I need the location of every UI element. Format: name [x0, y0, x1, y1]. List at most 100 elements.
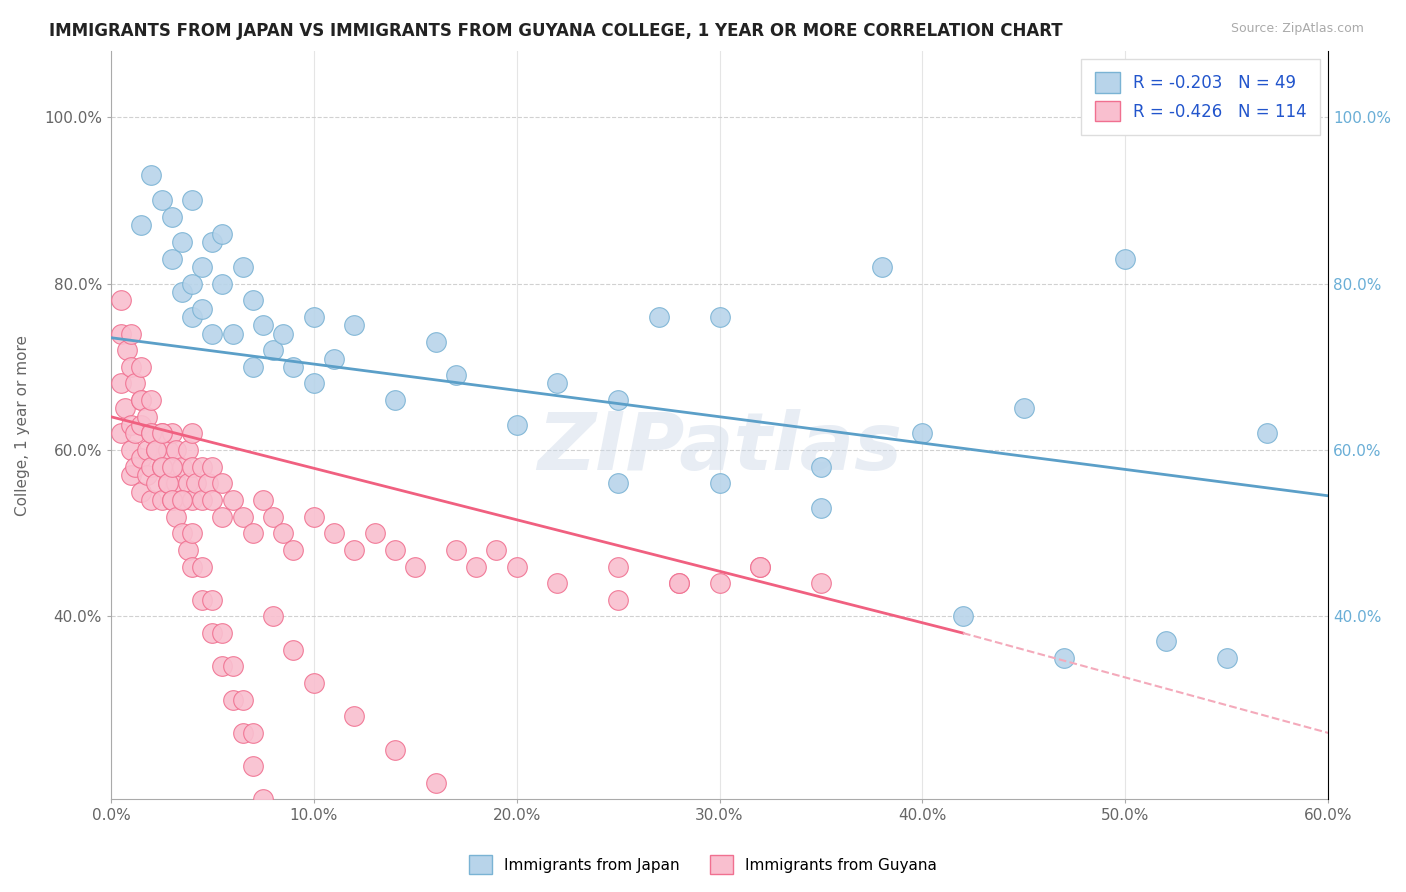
- Y-axis label: College, 1 year or more: College, 1 year or more: [15, 334, 30, 516]
- Point: [242, 726, 264, 740]
- Point: [110, 326, 132, 341]
- Point: [546, 576, 568, 591]
- Point: [120, 467, 142, 482]
- Point: [242, 759, 264, 773]
- Point: [160, 459, 183, 474]
- Point: [181, 277, 204, 291]
- Point: [110, 376, 132, 391]
- Point: [184, 476, 207, 491]
- Point: [211, 277, 233, 291]
- Point: [221, 692, 243, 706]
- Point: [810, 459, 832, 474]
- Point: [160, 492, 183, 507]
- Point: [1012, 401, 1035, 416]
- Point: [156, 476, 179, 491]
- Point: [221, 326, 243, 341]
- Point: [262, 343, 284, 358]
- Point: [262, 609, 284, 624]
- Point: [252, 492, 274, 507]
- Point: [221, 659, 243, 673]
- Point: [170, 526, 193, 541]
- Text: ZIPatlas: ZIPatlas: [537, 409, 903, 486]
- Point: [211, 659, 233, 673]
- Point: [709, 576, 731, 591]
- Point: [1154, 634, 1177, 648]
- Point: [160, 252, 183, 266]
- Point: [197, 476, 219, 491]
- Point: [302, 676, 325, 690]
- Point: [160, 492, 183, 507]
- Point: [201, 592, 224, 607]
- Point: [709, 310, 731, 324]
- Point: [165, 443, 187, 458]
- Point: [749, 559, 772, 574]
- Point: [232, 726, 254, 740]
- Point: [120, 326, 142, 341]
- Point: [952, 609, 974, 624]
- Point: [141, 426, 163, 441]
- Point: [177, 542, 200, 557]
- Point: [607, 592, 630, 607]
- Point: [252, 318, 274, 333]
- Point: [211, 227, 233, 241]
- Point: [131, 219, 153, 233]
- Point: [191, 492, 214, 507]
- Point: [145, 443, 167, 458]
- Point: [425, 334, 447, 349]
- Point: [141, 426, 163, 441]
- Point: [120, 443, 142, 458]
- Point: [181, 310, 204, 324]
- Point: [221, 492, 243, 507]
- Point: [124, 376, 146, 391]
- Point: [232, 692, 254, 706]
- Point: [110, 426, 132, 441]
- Point: [177, 443, 200, 458]
- Point: [211, 509, 233, 524]
- Point: [136, 409, 159, 424]
- Point: [425, 776, 447, 790]
- Point: [136, 443, 159, 458]
- Point: [124, 426, 146, 441]
- Point: [181, 459, 204, 474]
- Point: [120, 359, 142, 374]
- Point: [668, 576, 690, 591]
- Point: [302, 376, 325, 391]
- Point: [232, 509, 254, 524]
- Point: [191, 260, 214, 274]
- Point: [505, 418, 527, 433]
- Point: [505, 842, 527, 856]
- Point: [131, 359, 153, 374]
- Point: [141, 169, 163, 183]
- Point: [160, 426, 183, 441]
- Point: [273, 326, 295, 341]
- Point: [150, 426, 173, 441]
- Point: [1053, 651, 1076, 665]
- Point: [145, 443, 167, 458]
- Point: [191, 459, 214, 474]
- Point: [150, 194, 173, 208]
- Point: [124, 459, 146, 474]
- Point: [191, 559, 214, 574]
- Point: [114, 401, 136, 416]
- Point: [749, 559, 772, 574]
- Point: [911, 426, 934, 441]
- Point: [283, 359, 305, 374]
- Point: [131, 451, 153, 466]
- Point: [181, 426, 204, 441]
- Point: [145, 476, 167, 491]
- Point: [465, 809, 488, 823]
- Point: [404, 559, 426, 574]
- Text: IMMIGRANTS FROM JAPAN VS IMMIGRANTS FROM GUYANA COLLEGE, 1 YEAR OR MORE CORRELAT: IMMIGRANTS FROM JAPAN VS IMMIGRANTS FROM…: [49, 22, 1063, 40]
- Point: [170, 492, 193, 507]
- Point: [160, 210, 183, 224]
- Point: [384, 393, 406, 408]
- Point: [384, 742, 406, 756]
- Point: [141, 393, 163, 408]
- Point: [211, 626, 233, 640]
- Point: [201, 492, 224, 507]
- Point: [444, 368, 467, 383]
- Point: [181, 194, 204, 208]
- Point: [323, 351, 346, 366]
- Point: [150, 426, 173, 441]
- Point: [444, 542, 467, 557]
